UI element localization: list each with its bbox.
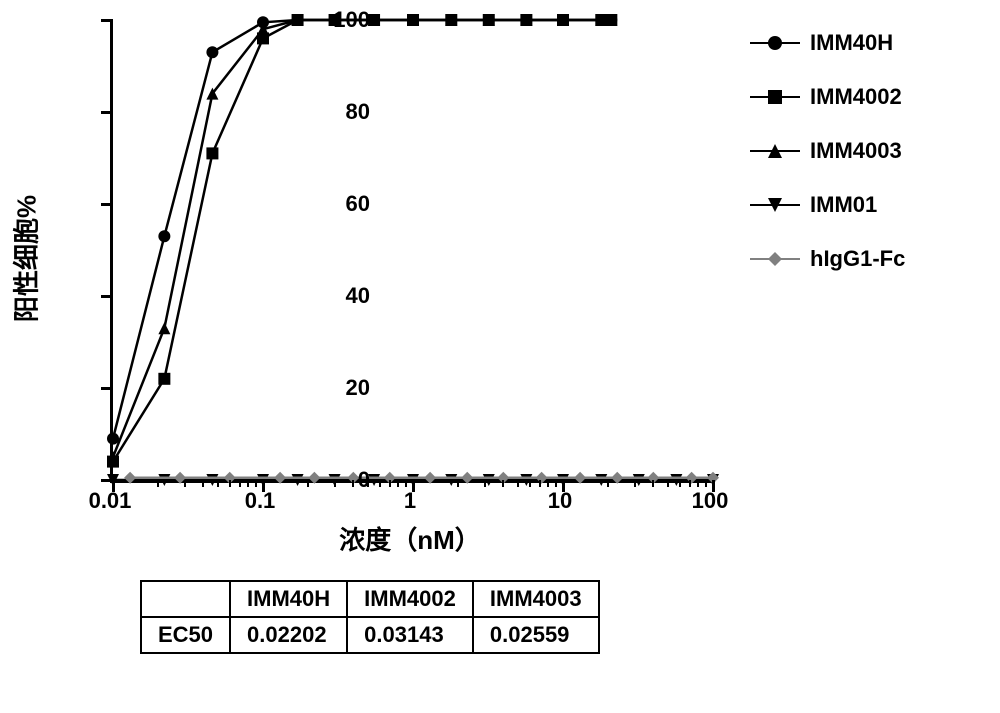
data-point bbox=[107, 433, 119, 445]
y-tick-label: 100 bbox=[333, 7, 370, 33]
data-point bbox=[158, 322, 170, 334]
x-minor-tick bbox=[202, 480, 204, 487]
y-tick-label: 40 bbox=[346, 283, 370, 309]
chart-plot-area bbox=[110, 20, 713, 483]
legend-item: IMM01 bbox=[750, 192, 905, 218]
y-tick bbox=[101, 19, 113, 22]
x-minor-tick bbox=[705, 480, 707, 487]
table-cell: EC50 bbox=[141, 617, 230, 653]
data-point bbox=[158, 230, 170, 242]
x-tick-label: 1 bbox=[404, 488, 416, 514]
chart-svg bbox=[113, 20, 713, 480]
x-minor-tick bbox=[667, 480, 669, 487]
x-minor-tick bbox=[397, 480, 399, 487]
x-tick-label: 0.1 bbox=[245, 488, 276, 514]
legend: IMM40H IMM4002 IMM4003 IMM01 hIgG1-Fc bbox=[750, 30, 905, 300]
table-cell: 0.02559 bbox=[473, 617, 599, 653]
x-minor-tick bbox=[334, 480, 336, 487]
x-minor-tick bbox=[689, 480, 691, 487]
x-axis-title: 浓度（nM） bbox=[339, 520, 481, 557]
y-tick-label: 20 bbox=[346, 375, 370, 401]
x-tick-label: 0.01 bbox=[89, 488, 132, 514]
x-minor-tick bbox=[217, 480, 219, 487]
x-minor-tick bbox=[457, 480, 459, 487]
legend-item: IMM40H bbox=[750, 30, 905, 56]
x-minor-tick bbox=[307, 480, 309, 487]
data-point bbox=[308, 472, 320, 484]
data-point bbox=[124, 472, 136, 484]
x-minor-tick bbox=[697, 480, 699, 487]
data-point bbox=[686, 472, 698, 484]
x-minor-tick bbox=[502, 480, 504, 487]
table-cell: 0.03143 bbox=[347, 617, 473, 653]
x-minor-tick bbox=[229, 480, 231, 487]
legend-label: IMM40H bbox=[810, 30, 893, 56]
x-minor-tick bbox=[547, 480, 549, 487]
figure-container: 阳性细胞% 浓度（nM） IMM40HIMM4002IMM4003IMM01hI… bbox=[10, 10, 990, 703]
data-point bbox=[158, 373, 170, 385]
data-point bbox=[574, 472, 586, 484]
x-minor-tick bbox=[529, 480, 531, 487]
x-minor-tick bbox=[184, 480, 186, 487]
x-minor-tick bbox=[389, 480, 391, 487]
legend-label: IMM4002 bbox=[810, 84, 902, 110]
table-header-cell: IMM40H bbox=[230, 581, 347, 617]
data-point bbox=[424, 472, 436, 484]
data-point bbox=[206, 147, 218, 159]
legend-marker bbox=[750, 249, 800, 269]
x-minor-tick bbox=[405, 480, 407, 487]
x-minor-tick bbox=[607, 480, 609, 487]
table-cell: 0.02202 bbox=[230, 617, 347, 653]
data-point bbox=[461, 472, 473, 484]
y-tick-label: 0 bbox=[358, 467, 370, 493]
x-minor-tick bbox=[517, 480, 519, 487]
table-header-cell: IMM4003 bbox=[473, 581, 599, 617]
ec50-table: IMM40H IMM4002 IMM4003 EC50 0.02202 0.03… bbox=[140, 580, 600, 654]
legend-marker bbox=[750, 195, 800, 215]
data-point bbox=[611, 472, 623, 484]
x-minor-tick bbox=[634, 480, 636, 487]
legend-label: hIgG1-Fc bbox=[810, 246, 905, 272]
x-minor-tick bbox=[484, 480, 486, 487]
x-minor-tick bbox=[379, 480, 381, 487]
x-minor-tick bbox=[239, 480, 241, 487]
x-minor-tick bbox=[247, 480, 249, 487]
legend-marker bbox=[750, 33, 800, 53]
x-minor-tick bbox=[255, 480, 257, 487]
y-tick-label: 80 bbox=[346, 99, 370, 125]
data-point bbox=[274, 472, 286, 484]
table-header-cell bbox=[141, 581, 230, 617]
x-minor-tick bbox=[679, 480, 681, 487]
table-header-cell: IMM4002 bbox=[347, 581, 473, 617]
table-header-row: IMM40H IMM4002 IMM4003 bbox=[141, 581, 599, 617]
y-tick bbox=[101, 295, 113, 298]
data-point bbox=[536, 472, 548, 484]
x-minor-tick bbox=[157, 480, 159, 487]
legend-label: IMM01 bbox=[810, 192, 877, 218]
y-tick-label: 60 bbox=[346, 191, 370, 217]
legend-marker bbox=[750, 141, 800, 161]
x-minor-tick bbox=[539, 480, 541, 487]
y-tick bbox=[101, 111, 113, 114]
x-tick-label: 100 bbox=[692, 488, 729, 514]
y-axis-title: 阳性细胞% bbox=[7, 195, 44, 322]
legend-item: IMM4003 bbox=[750, 138, 905, 164]
y-tick bbox=[101, 387, 113, 390]
table-row: EC50 0.02202 0.03143 0.02559 bbox=[141, 617, 599, 653]
x-minor-tick bbox=[352, 480, 354, 487]
x-tick-label: 10 bbox=[548, 488, 572, 514]
legend-label: IMM4003 bbox=[810, 138, 902, 164]
x-minor-tick bbox=[555, 480, 557, 487]
legend-item: IMM4002 bbox=[750, 84, 905, 110]
legend-item: hIgG1-Fc bbox=[750, 246, 905, 272]
y-tick bbox=[101, 203, 113, 206]
data-point bbox=[206, 46, 218, 58]
legend-marker bbox=[750, 87, 800, 107]
x-minor-tick bbox=[652, 480, 654, 487]
